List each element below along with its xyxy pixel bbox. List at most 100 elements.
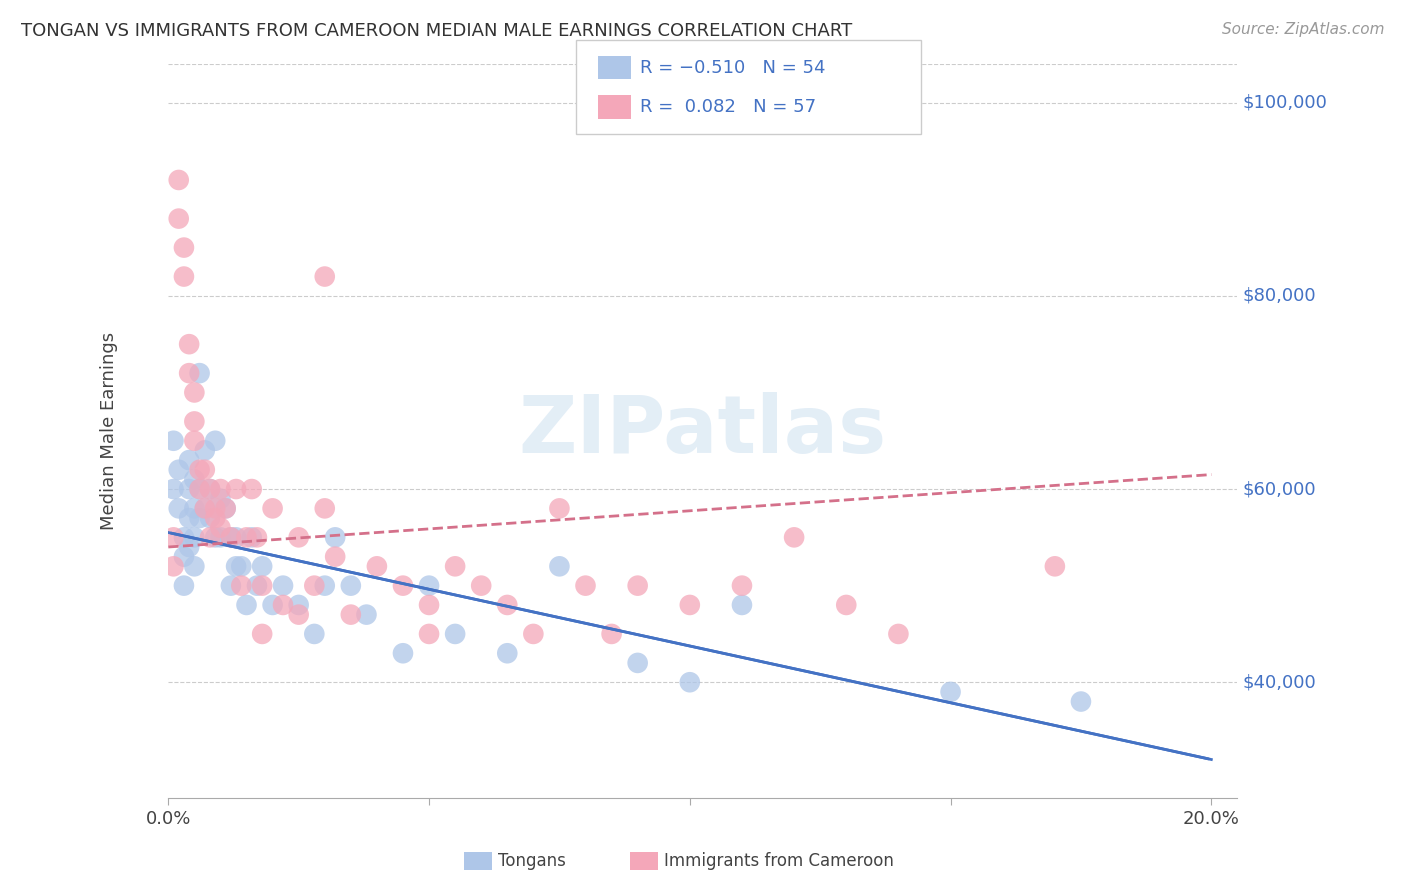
Text: ZIPatlas: ZIPatlas xyxy=(519,392,887,470)
Text: R =  0.082   N = 57: R = 0.082 N = 57 xyxy=(640,98,815,116)
Point xyxy=(183,434,205,448)
Point xyxy=(162,559,184,574)
Point xyxy=(194,463,217,477)
Point xyxy=(214,501,236,516)
Point xyxy=(240,482,263,496)
Point xyxy=(235,598,257,612)
Point xyxy=(219,579,242,593)
Point xyxy=(240,530,263,544)
Point xyxy=(188,366,211,380)
Point xyxy=(323,530,346,544)
Point xyxy=(183,501,205,516)
Point xyxy=(340,607,363,622)
Point xyxy=(204,511,226,525)
Point xyxy=(287,607,309,622)
Point xyxy=(287,598,309,612)
Point xyxy=(209,521,232,535)
Point xyxy=(173,530,195,544)
Point xyxy=(167,173,190,187)
Point xyxy=(271,598,294,612)
Text: $40,000: $40,000 xyxy=(1243,673,1316,691)
Point xyxy=(219,530,242,544)
Point xyxy=(198,482,221,496)
Point xyxy=(194,501,217,516)
Point xyxy=(574,579,596,593)
Point xyxy=(392,579,415,593)
Point xyxy=(209,530,232,544)
Point xyxy=(179,482,201,496)
Point xyxy=(204,530,226,544)
Point xyxy=(173,241,195,255)
Text: Source: ZipAtlas.com: Source: ZipAtlas.com xyxy=(1222,22,1385,37)
Point xyxy=(314,269,336,284)
Point xyxy=(173,579,195,593)
Point xyxy=(173,549,195,564)
Point xyxy=(219,530,242,544)
Point xyxy=(231,579,253,593)
Point xyxy=(1043,559,1066,574)
Point xyxy=(179,511,201,525)
Point xyxy=(225,482,247,496)
Text: Median Male Earnings: Median Male Earnings xyxy=(100,332,118,530)
Point xyxy=(209,482,232,496)
Point xyxy=(496,646,519,660)
Point xyxy=(162,434,184,448)
Text: R = −0.510   N = 54: R = −0.510 N = 54 xyxy=(640,59,825,77)
Point xyxy=(225,530,247,544)
Point xyxy=(188,511,211,525)
Point xyxy=(835,598,858,612)
Point xyxy=(418,579,440,593)
Point xyxy=(323,549,346,564)
Point xyxy=(1070,694,1092,708)
Point xyxy=(183,559,205,574)
Point xyxy=(314,579,336,593)
Point xyxy=(262,501,284,516)
Text: $80,000: $80,000 xyxy=(1243,287,1316,305)
Point xyxy=(204,434,226,448)
Point xyxy=(179,453,201,467)
Point xyxy=(179,540,201,554)
Point xyxy=(548,501,571,516)
Point xyxy=(183,385,205,400)
Point xyxy=(548,559,571,574)
Point xyxy=(162,482,184,496)
Point xyxy=(444,627,467,641)
Point xyxy=(304,627,326,641)
Point xyxy=(271,579,294,593)
Point xyxy=(627,579,650,593)
Point xyxy=(522,627,544,641)
Point xyxy=(444,559,467,574)
Point xyxy=(167,463,190,477)
Point xyxy=(167,501,190,516)
Point xyxy=(246,530,269,544)
Point xyxy=(167,211,190,226)
Point xyxy=(679,675,702,690)
Text: $60,000: $60,000 xyxy=(1243,480,1316,498)
Point xyxy=(679,598,702,612)
Point xyxy=(183,530,205,544)
Point xyxy=(627,656,650,670)
Point xyxy=(194,501,217,516)
Point xyxy=(194,443,217,458)
Point xyxy=(188,463,211,477)
Point xyxy=(250,559,273,574)
Point xyxy=(287,530,309,544)
Point xyxy=(231,559,253,574)
Point xyxy=(340,579,363,593)
Point xyxy=(470,579,492,593)
Point xyxy=(214,501,236,516)
Point xyxy=(887,627,910,641)
Text: Tongans: Tongans xyxy=(498,852,565,870)
Point xyxy=(188,482,211,496)
Point xyxy=(356,607,378,622)
Point xyxy=(179,366,201,380)
Point xyxy=(731,579,754,593)
Point xyxy=(183,472,205,486)
Point xyxy=(418,627,440,641)
Point xyxy=(246,579,269,593)
Point xyxy=(939,685,962,699)
Point xyxy=(392,646,415,660)
Text: $100,000: $100,000 xyxy=(1243,94,1327,112)
Point xyxy=(173,269,195,284)
Point xyxy=(188,482,211,496)
